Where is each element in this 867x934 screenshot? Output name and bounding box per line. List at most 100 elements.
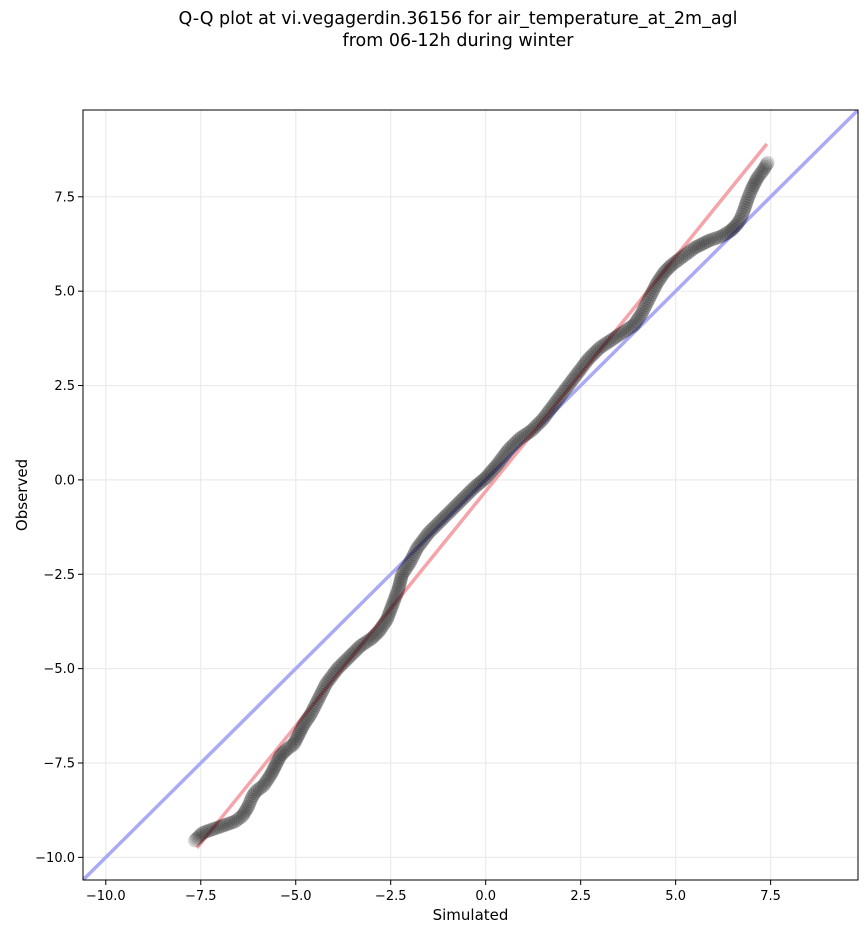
quantile-point <box>747 176 762 191</box>
quantile-point <box>636 302 651 317</box>
quantile-point <box>254 780 269 795</box>
quantile-point <box>389 586 404 601</box>
quantile-point <box>449 498 464 513</box>
quantile-point <box>310 693 325 708</box>
quantile-point <box>746 178 761 193</box>
quantile-point <box>388 590 403 605</box>
quantile-point <box>343 648 358 663</box>
quantile-point <box>635 304 650 319</box>
quantile-point <box>709 230 724 245</box>
quantile-point <box>277 744 292 759</box>
quantile-point <box>520 426 535 441</box>
quantile-point <box>750 170 765 185</box>
quantile-point <box>335 656 350 671</box>
quantile-point <box>741 189 756 204</box>
quantile-point <box>418 529 433 544</box>
quantile-point <box>330 661 345 676</box>
quantile-point <box>475 473 490 488</box>
quantile-point <box>318 678 333 693</box>
quantile-point <box>268 757 283 772</box>
quantile-point <box>300 712 315 727</box>
quantile-point <box>647 280 662 295</box>
quantile-point <box>676 249 691 264</box>
quantile-point <box>465 482 480 497</box>
quantile-point <box>394 569 409 584</box>
quantile-point <box>402 555 417 570</box>
y-tick-label: 2.5 <box>54 379 75 394</box>
quantile-point <box>394 571 409 586</box>
quantile-point <box>666 256 681 271</box>
quantile-point <box>437 509 452 524</box>
quantile-point <box>552 389 567 404</box>
quantile-point <box>369 626 384 641</box>
quantile-point <box>542 403 557 418</box>
quantile-point <box>188 833 203 848</box>
quantile-point <box>754 165 769 180</box>
quantile-point <box>652 272 667 287</box>
quantile-point <box>514 430 529 445</box>
quantile-point <box>538 408 553 423</box>
quantile-point <box>668 254 683 269</box>
y-tick-label: 5.0 <box>54 285 75 300</box>
quantile-point <box>756 163 771 178</box>
quantile-point <box>529 418 544 433</box>
quantile-point <box>194 827 209 842</box>
quantile-point <box>470 477 485 492</box>
quantile-point <box>341 650 356 665</box>
quantile-point <box>589 344 604 359</box>
quantile-point <box>319 676 334 691</box>
quantile-point <box>655 267 670 282</box>
quantile-point <box>348 643 363 658</box>
quantile-point <box>360 633 375 648</box>
quantile-point <box>749 172 764 187</box>
quantile-point <box>262 769 277 784</box>
quantile-point <box>473 475 488 490</box>
quantile-point <box>613 326 628 341</box>
quantile-point <box>551 391 566 406</box>
quantile-point <box>740 191 755 206</box>
quantile-point <box>482 466 497 481</box>
quantile-point <box>574 361 589 376</box>
quantile-point <box>395 567 410 582</box>
quantile-point <box>286 737 301 752</box>
quantile-point <box>719 226 734 241</box>
quantile-point <box>248 784 263 799</box>
quantile-point <box>631 310 646 325</box>
quantile-point <box>691 238 706 253</box>
quantile-point <box>247 786 262 801</box>
quantile-point <box>357 636 372 651</box>
x-axis-label: Simulated <box>433 906 509 924</box>
quantile-point <box>421 525 436 540</box>
grid <box>83 110 858 880</box>
quantile-point <box>301 710 316 725</box>
quantile-point <box>320 674 335 689</box>
quantile-point <box>621 321 636 336</box>
quantile-point <box>303 706 318 721</box>
quantile-point <box>758 159 773 174</box>
quantile-point <box>488 459 503 474</box>
quantile-point <box>467 480 482 495</box>
quantile-point <box>400 559 415 574</box>
quantile-point <box>649 276 664 291</box>
quantile-point <box>554 387 569 402</box>
quantile-point <box>721 224 736 239</box>
quantile-point <box>274 747 289 762</box>
quantile-point <box>492 454 507 469</box>
quantile-point <box>661 260 676 275</box>
quantile-point <box>646 283 661 298</box>
quantile-point <box>484 464 499 479</box>
quantile-point <box>266 761 281 776</box>
quantile-point <box>250 782 265 797</box>
quantile-point <box>413 537 428 552</box>
quantile-point <box>633 308 648 323</box>
quantile-point <box>298 714 313 729</box>
quantile-point <box>714 229 729 244</box>
quantile-point <box>258 774 273 789</box>
quantile-point <box>270 754 285 769</box>
quantile-point <box>204 822 219 837</box>
quantile-point <box>244 792 259 807</box>
quantile-point <box>511 433 526 447</box>
quantile-point <box>370 625 385 640</box>
quantile-point <box>571 365 586 380</box>
quantile-point <box>497 448 512 463</box>
